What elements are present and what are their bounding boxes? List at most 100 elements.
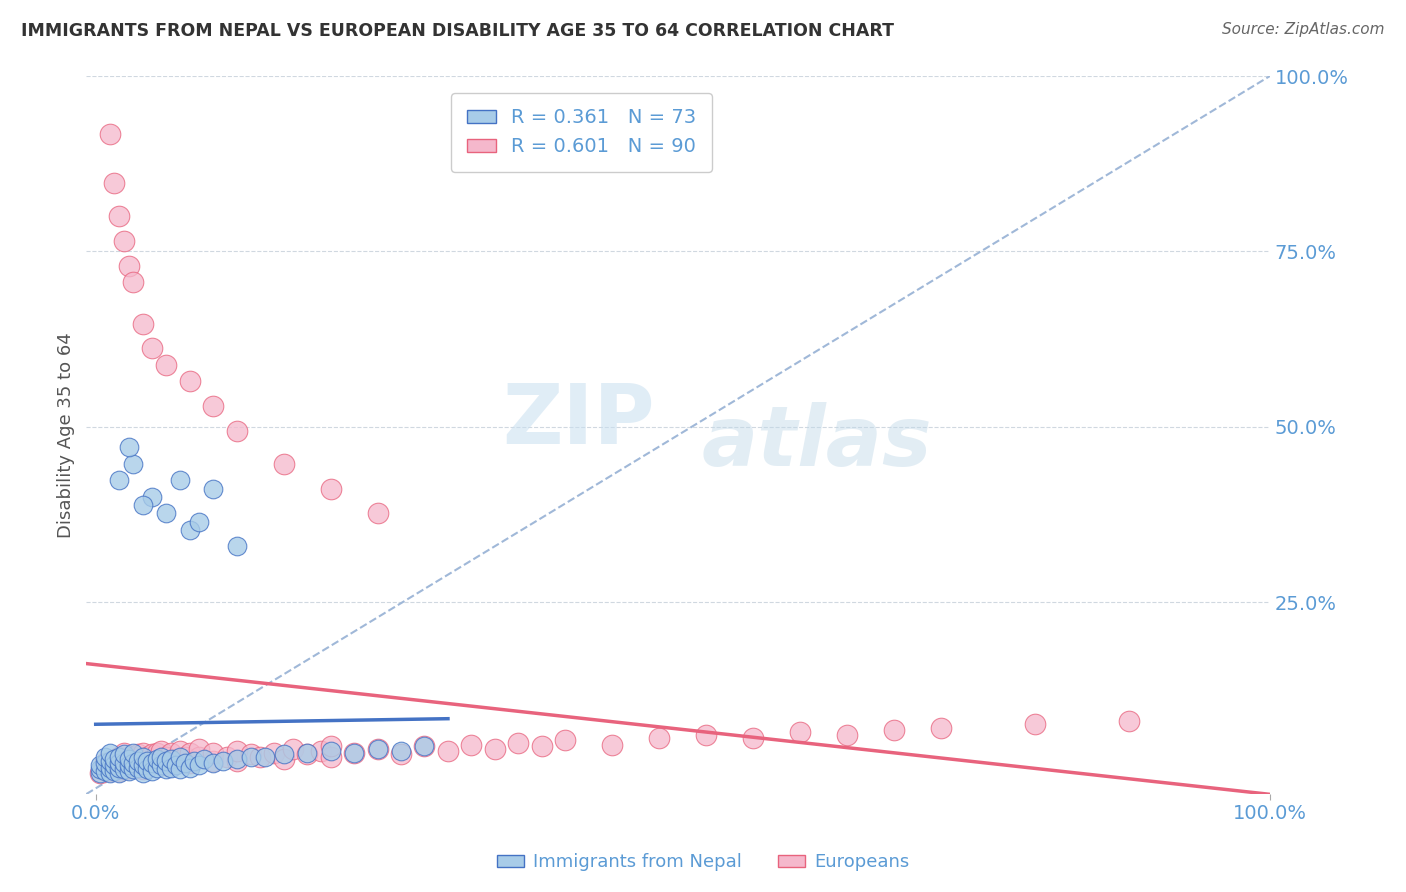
- Point: [160, 746, 183, 760]
- Point: [131, 766, 153, 780]
- Point: [108, 766, 131, 780]
- Point: [136, 754, 159, 768]
- Point: [112, 234, 135, 248]
- Point: [122, 750, 145, 764]
- Point: [554, 733, 576, 747]
- Point: [695, 728, 717, 742]
- Point: [343, 746, 366, 760]
- Point: [211, 754, 233, 768]
- Point: [131, 746, 153, 760]
- Point: [141, 747, 163, 762]
- Point: [179, 746, 201, 760]
- Point: [155, 750, 177, 764]
- Point: [122, 758, 145, 772]
- Point: [108, 764, 131, 778]
- Point: [508, 736, 530, 750]
- Point: [131, 762, 153, 776]
- Point: [150, 744, 173, 758]
- Point: [193, 752, 215, 766]
- Point: [225, 754, 247, 768]
- Point: [145, 746, 167, 760]
- Point: [165, 758, 187, 772]
- Point: [273, 747, 295, 762]
- Point: [179, 761, 201, 775]
- Point: [155, 358, 177, 372]
- Point: [141, 342, 163, 356]
- Point: [169, 474, 191, 488]
- Point: [263, 746, 285, 760]
- Point: [602, 738, 624, 752]
- Point: [112, 762, 135, 776]
- Point: [112, 747, 135, 762]
- Point: [94, 762, 117, 776]
- Point: [188, 741, 211, 756]
- Point: [174, 756, 197, 770]
- Point: [169, 744, 191, 758]
- Point: [273, 457, 295, 471]
- Point: [122, 457, 145, 471]
- Point: [883, 723, 905, 737]
- Point: [108, 474, 131, 488]
- Point: [150, 750, 173, 764]
- Point: [136, 758, 159, 772]
- Point: [103, 762, 125, 776]
- Point: [389, 747, 412, 762]
- Point: [225, 540, 247, 554]
- Point: [112, 762, 135, 776]
- Point: [136, 762, 159, 776]
- Point: [273, 752, 295, 766]
- Point: [217, 750, 239, 764]
- Point: [281, 741, 304, 756]
- Point: [108, 761, 131, 775]
- Point: [98, 766, 121, 780]
- Point: [155, 754, 177, 768]
- Point: [117, 441, 139, 455]
- Point: [94, 756, 117, 770]
- Text: IMMIGRANTS FROM NEPAL VS EUROPEAN DISABILITY AGE 35 TO 64 CORRELATION CHART: IMMIGRANTS FROM NEPAL VS EUROPEAN DISABI…: [21, 22, 894, 40]
- Point: [179, 375, 201, 389]
- Point: [117, 764, 139, 778]
- Point: [103, 177, 125, 191]
- Legend: Immigrants from Nepal, Europeans: Immigrants from Nepal, Europeans: [489, 847, 917, 879]
- Point: [141, 756, 163, 770]
- Point: [789, 725, 811, 739]
- Point: [225, 752, 247, 766]
- Point: [108, 756, 131, 770]
- Point: [94, 750, 117, 764]
- Legend: R = 0.361   N = 73, R = 0.601   N = 90: R = 0.361 N = 73, R = 0.601 N = 90: [451, 93, 711, 172]
- Point: [160, 756, 183, 770]
- Point: [648, 731, 671, 745]
- Point: [155, 762, 177, 776]
- Point: [188, 758, 211, 772]
- Point: [127, 761, 149, 775]
- Point: [366, 741, 388, 756]
- Point: [1118, 714, 1140, 729]
- Point: [179, 756, 201, 770]
- Point: [929, 721, 952, 735]
- Text: ZIP: ZIP: [502, 380, 654, 461]
- Point: [225, 424, 247, 438]
- Point: [141, 764, 163, 778]
- Point: [413, 739, 436, 754]
- Point: [225, 744, 247, 758]
- Point: [309, 744, 332, 758]
- Point: [117, 761, 139, 775]
- Point: [202, 399, 225, 413]
- Point: [103, 752, 125, 766]
- Point: [295, 746, 318, 760]
- Point: [117, 259, 139, 273]
- Point: [131, 317, 153, 331]
- Point: [343, 746, 366, 760]
- Point: [319, 482, 342, 496]
- Point: [94, 764, 117, 778]
- Point: [122, 746, 145, 760]
- Point: [94, 756, 117, 770]
- Point: [117, 752, 139, 766]
- Point: [141, 490, 163, 504]
- Point: [117, 758, 139, 772]
- Point: [108, 750, 131, 764]
- Point: [366, 741, 388, 756]
- Point: [437, 744, 460, 758]
- Point: [112, 754, 135, 768]
- Point: [160, 752, 183, 766]
